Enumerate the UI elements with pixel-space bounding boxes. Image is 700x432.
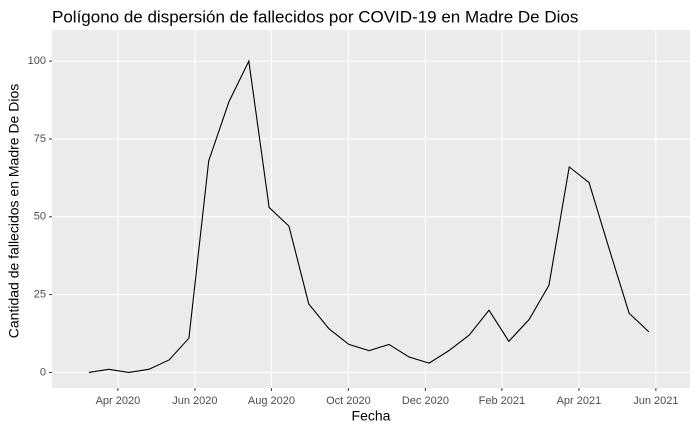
x-tick-label: Aug 2020 <box>248 395 295 407</box>
x-tick-label: Dec 2020 <box>402 395 449 407</box>
y-axis-label: Cantidad de fallecidos en Madre De Dios <box>6 84 22 338</box>
y-tick-label: 0 <box>40 366 46 378</box>
plot-panel <box>52 30 690 388</box>
y-tick-label: 100 <box>28 55 46 67</box>
x-tick-label: Jun 2020 <box>172 395 217 407</box>
x-tick-label: Jun 2021 <box>633 395 678 407</box>
x-tick-label: Apr 2021 <box>557 395 602 407</box>
x-tick-label: Oct 2020 <box>326 395 371 407</box>
y-tick-label: 50 <box>34 211 46 223</box>
data-line <box>88 59 650 373</box>
x-tick-label: Feb 2021 <box>479 395 525 407</box>
x-axis-label: Fecha <box>352 408 391 424</box>
y-tick-label: 25 <box>34 289 46 301</box>
x-tick-label: Apr 2020 <box>96 395 141 407</box>
y-tick-label: 75 <box>34 133 46 145</box>
chart-title: Polígono de dispersión de fallecidos por… <box>52 7 578 26</box>
